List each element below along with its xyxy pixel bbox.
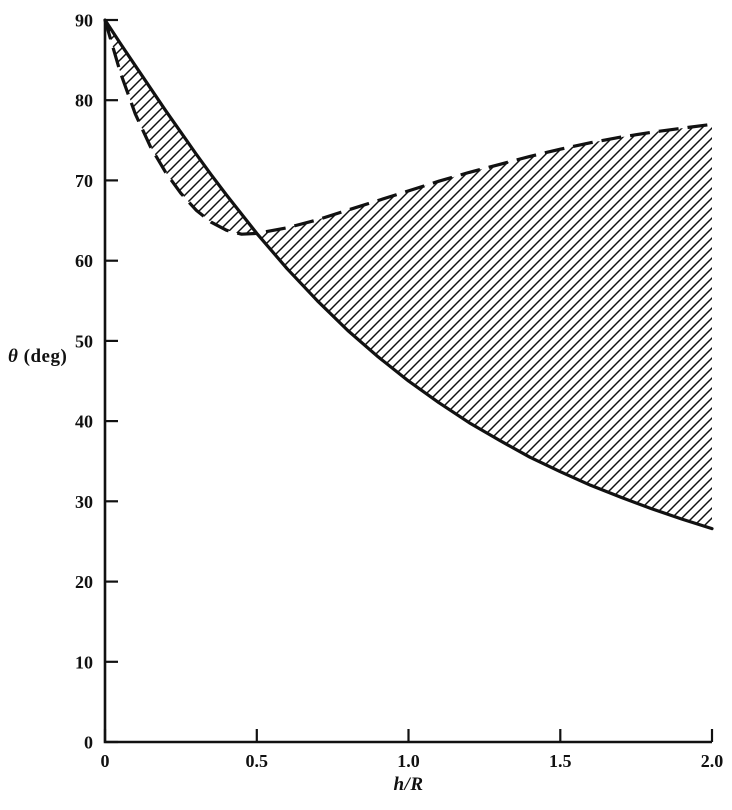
solid-curve [103,18,714,531]
x-tick-label: 2.0 [701,751,724,771]
ticks-layer: 90 80 70 60 50 40 30 20 10 00 0.5 1.0 1.5 2.0 [75,11,723,772]
hatched-region-layer [105,20,712,529]
y-tick-label: 80 [75,91,93,111]
x-axis-label: h/R [393,774,424,795]
y-tick-label: 0 [84,733,93,753]
x-tick-label: 0.5 [246,751,269,771]
y-tick-label: 20 [75,572,93,592]
y-tick-label: 50 [75,331,93,351]
hatched-region [105,20,712,529]
y-axis-label: θ (deg) [8,346,67,368]
y-tick-label: 30 [75,492,93,512]
x-tick-label: 0 [101,751,110,771]
x-tick-label: 1.5 [549,751,572,771]
y-tick-label: 70 [75,171,93,191]
x-tick-label: 1.0 [397,751,420,771]
y-tick-label: 60 [75,251,93,271]
dashed-curve [103,19,713,236]
y-tick-label: 10 [75,652,93,672]
y-tick-label: 90 [75,11,93,31]
curves-layer [103,18,714,531]
theta-symbol: θ [8,346,19,367]
y-tick-label: 40 [75,412,93,432]
y-axis-unit: (deg) [18,346,68,367]
